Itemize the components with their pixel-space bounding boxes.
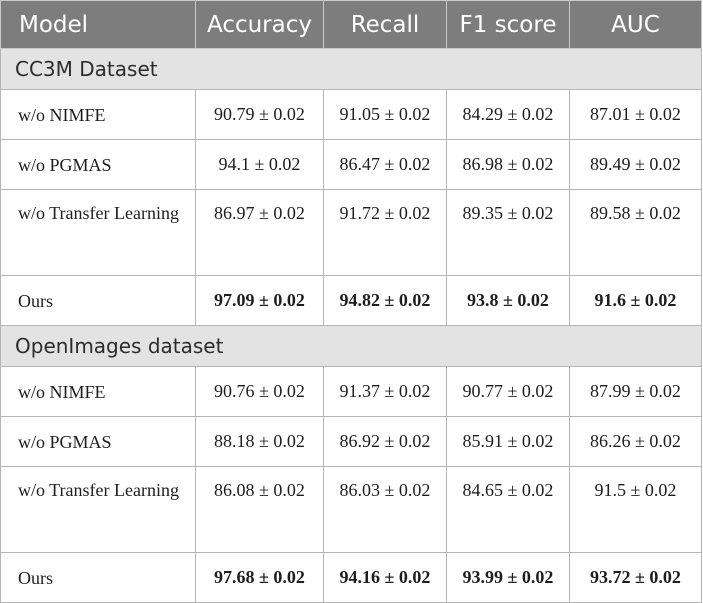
auc-cell: 87.01 ± 0.02 — [569, 89, 702, 140]
table-row: w/o Transfer Learning 86.97 ± 0.02 91.72… — [0, 189, 702, 276]
header-row: Model Accuracy Recall F1 score AUC — [0, 0, 702, 49]
section-header-row: OpenImages dataset — [0, 325, 702, 367]
accuracy-cell: 90.76 ± 0.02 — [195, 366, 324, 417]
accuracy-cell: 97.09 ± 0.02 — [195, 275, 324, 326]
table-row: w/o NIMFE 90.79 ± 0.02 91.05 ± 0.02 84.2… — [0, 89, 702, 140]
f1-cell: 93.8 ± 0.02 — [446, 275, 570, 326]
auc-cell: 91.6 ± 0.02 — [569, 275, 702, 326]
recall-cell: 86.47 ± 0.02 — [323, 139, 447, 190]
recall-cell: 86.92 ± 0.02 — [323, 416, 447, 467]
accuracy-cell: 86.08 ± 0.02 — [195, 466, 324, 553]
table-row: w/o PGMAS 94.1 ± 0.02 86.47 ± 0.02 86.98… — [0, 139, 702, 190]
accuracy-cell: 97.68 ± 0.02 — [195, 552, 324, 603]
model-cell: w/o PGMAS — [0, 139, 196, 190]
section-title: CC3M Dataset — [0, 48, 702, 90]
f1-cell: 84.29 ± 0.02 — [446, 89, 570, 140]
header-auc: AUC — [569, 0, 702, 49]
model-cell: w/o NIMFE — [0, 89, 196, 140]
auc-cell: 89.49 ± 0.02 — [569, 139, 702, 190]
model-cell: w/o Transfer Learning — [0, 189, 196, 276]
accuracy-cell: 88.18 ± 0.02 — [195, 416, 324, 467]
recall-cell: 94.82 ± 0.02 — [323, 275, 447, 326]
table-row: w/o Transfer Learning 86.08 ± 0.02 86.03… — [0, 466, 702, 553]
recall-cell: 94.16 ± 0.02 — [323, 552, 447, 603]
f1-cell: 90.77 ± 0.02 — [446, 366, 570, 417]
auc-cell: 86.26 ± 0.02 — [569, 416, 702, 467]
f1-cell: 84.65 ± 0.02 — [446, 466, 570, 553]
auc-cell: 87.99 ± 0.02 — [569, 366, 702, 417]
recall-cell: 91.37 ± 0.02 — [323, 366, 447, 417]
accuracy-cell: 90.79 ± 0.02 — [195, 89, 324, 140]
auc-cell: 93.72 ± 0.02 — [569, 552, 702, 603]
f1-cell: 85.91 ± 0.02 — [446, 416, 570, 467]
table-row: w/o NIMFE 90.76 ± 0.02 91.37 ± 0.02 90.7… — [0, 366, 702, 417]
model-cell: Ours — [0, 275, 196, 326]
recall-cell: 91.05 ± 0.02 — [323, 89, 447, 140]
header-f1-score: F1 score — [446, 0, 570, 49]
f1-cell: 86.98 ± 0.02 — [446, 139, 570, 190]
f1-cell: 93.99 ± 0.02 — [446, 552, 570, 603]
recall-cell: 86.03 ± 0.02 — [323, 466, 447, 553]
section-title: OpenImages dataset — [0, 325, 702, 367]
table-row: Ours 97.09 ± 0.02 94.82 ± 0.02 93.8 ± 0.… — [0, 275, 702, 326]
model-cell: Ours — [0, 552, 196, 603]
table-row: Ours 97.68 ± 0.02 94.16 ± 0.02 93.99 ± 0… — [0, 552, 702, 603]
section-header-row: CC3M Dataset — [0, 48, 702, 90]
model-cell: w/o Transfer Learning — [0, 466, 196, 553]
table-row: w/o PGMAS 88.18 ± 0.02 86.92 ± 0.02 85.9… — [0, 416, 702, 467]
header-model: Model — [0, 0, 196, 49]
accuracy-cell: 94.1 ± 0.02 — [195, 139, 324, 190]
model-cell: w/o NIMFE — [0, 366, 196, 417]
accuracy-cell: 86.97 ± 0.02 — [195, 189, 324, 276]
header-recall: Recall — [323, 0, 447, 49]
recall-cell: 91.72 ± 0.02 — [323, 189, 447, 276]
auc-cell: 91.5 ± 0.02 — [569, 466, 702, 553]
header-accuracy: Accuracy — [195, 0, 324, 49]
f1-cell: 89.35 ± 0.02 — [446, 189, 570, 276]
model-cell: w/o PGMAS — [0, 416, 196, 467]
auc-cell: 89.58 ± 0.02 — [569, 189, 702, 276]
